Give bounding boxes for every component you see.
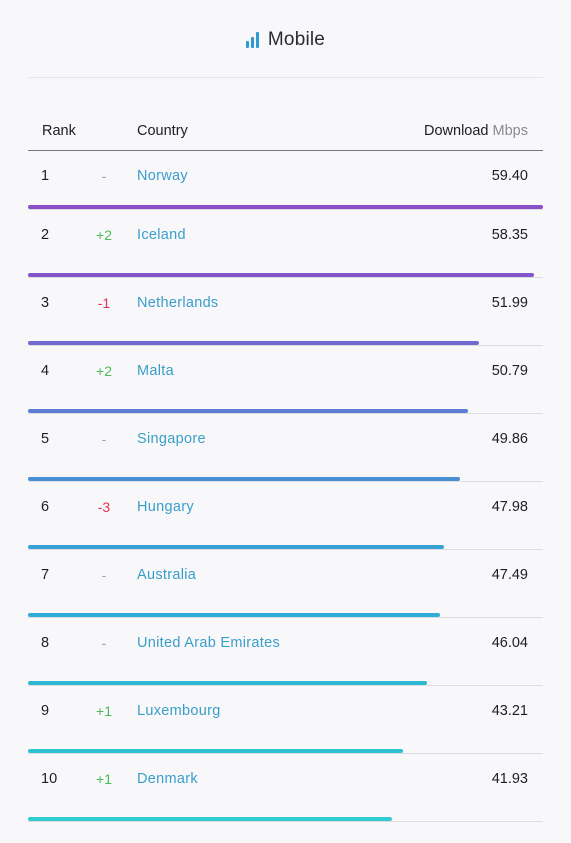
download-value: 59.40: [491, 168, 528, 184]
rank-change: +2: [96, 363, 112, 379]
country-link[interactable]: Hungary: [137, 499, 194, 515]
page-title: Mobile: [267, 29, 326, 50]
rank-change: -: [101, 567, 107, 583]
table-row: 10 +1 Denmark 41.93: [28, 754, 543, 822]
rank-value: 5: [41, 431, 50, 447]
table-row: 1 - Norway 59.40: [28, 151, 543, 210]
rank-value: 9: [41, 703, 50, 719]
download-value: 50.79: [491, 363, 528, 379]
speed-bar: [28, 749, 403, 753]
table-row: 3 -1 Netherlands 51.99: [28, 278, 543, 346]
rank-value: 10: [41, 771, 58, 787]
rank-value: 1: [41, 168, 50, 184]
rank-change: -: [101, 431, 107, 447]
table-row: 9 +1 Luxembourg 43.21: [28, 686, 543, 754]
speed-bar: [28, 817, 392, 821]
download-value: 46.04: [491, 635, 528, 651]
header-divider: [28, 77, 543, 78]
speed-bar: [28, 613, 440, 617]
speed-bar: [28, 681, 427, 685]
table-row: 8 - United Arab Emirates 46.04: [28, 618, 543, 686]
country-link[interactable]: Iceland: [137, 227, 186, 243]
column-header-country: Country: [137, 123, 188, 139]
rank-change: -: [101, 635, 107, 651]
speed-bar: [28, 477, 460, 481]
speed-bar: [28, 341, 479, 345]
country-link[interactable]: Singapore: [137, 431, 206, 447]
rank-value: 8: [41, 635, 50, 651]
rank-change: +1: [96, 771, 112, 787]
rank-value: 6: [41, 499, 50, 515]
table-header: Rank Country Download Mbps: [28, 114, 543, 151]
country-link[interactable]: Netherlands: [137, 295, 219, 311]
table-row: 2 +2 Iceland 58.35: [28, 210, 543, 278]
column-header-rank: Rank: [42, 123, 76, 139]
speed-bar: [28, 545, 444, 549]
signal-bars-icon: [245, 32, 260, 48]
download-value: 47.98: [491, 499, 528, 515]
country-link[interactable]: Malta: [137, 363, 174, 379]
download-value: 49.86: [491, 431, 528, 447]
speed-bar: [28, 273, 534, 277]
download-value: 47.49: [491, 567, 528, 583]
unit-label: Mbps: [492, 123, 528, 139]
rank-change: +1: [96, 703, 112, 719]
rank-change: -: [101, 168, 107, 184]
panel-header: Mobile: [0, 0, 571, 78]
rank-value: 7: [41, 567, 50, 583]
rank-value: 2: [41, 227, 50, 243]
download-value: 58.35: [491, 227, 528, 243]
table-row: 4 +2 Malta 50.79: [28, 346, 543, 414]
rank-change: -1: [97, 295, 111, 311]
download-value: 43.21: [491, 703, 528, 719]
ranking-table: 1 - Norway 59.40 2 +2 Iceland 58.35 3 -1 Netherlan…: [28, 151, 543, 822]
column-header-download: Download Mbps: [424, 123, 528, 139]
country-link[interactable]: Denmark: [137, 771, 198, 787]
rank-value: 4: [41, 363, 50, 379]
country-link[interactable]: Luxembourg: [137, 703, 221, 719]
country-link[interactable]: Norway: [137, 168, 188, 184]
download-label: Download: [424, 123, 489, 139]
country-link[interactable]: United Arab Emirates: [137, 635, 281, 651]
table-row: 7 - Australia 47.49: [28, 550, 543, 618]
table-row: 6 -3 Hungary 47.98: [28, 482, 543, 550]
download-value: 41.93: [491, 771, 528, 787]
speed-bar: [28, 205, 543, 209]
country-link[interactable]: Australia: [137, 567, 197, 583]
rank-change: +2: [96, 227, 112, 243]
download-value: 51.99: [491, 295, 528, 311]
rank-value: 3: [41, 295, 50, 311]
table-row: 5 - Singapore 49.86: [28, 414, 543, 482]
title-row: Mobile: [0, 27, 571, 53]
rank-change: -3: [97, 499, 111, 515]
speed-bar: [28, 409, 468, 413]
